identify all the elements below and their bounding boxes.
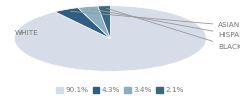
Text: BLACK: BLACK [107, 8, 240, 50]
Text: HISPANIC: HISPANIC [91, 9, 240, 38]
Legend: 90.1%, 4.3%, 3.4%, 2.1%: 90.1%, 4.3%, 3.4%, 2.1% [54, 84, 186, 96]
Wedge shape [55, 8, 110, 38]
Text: ASIAN: ASIAN [71, 11, 240, 28]
Wedge shape [14, 6, 206, 71]
Wedge shape [98, 6, 110, 39]
Wedge shape [78, 6, 110, 38]
Text: WHITE: WHITE [14, 30, 38, 36]
